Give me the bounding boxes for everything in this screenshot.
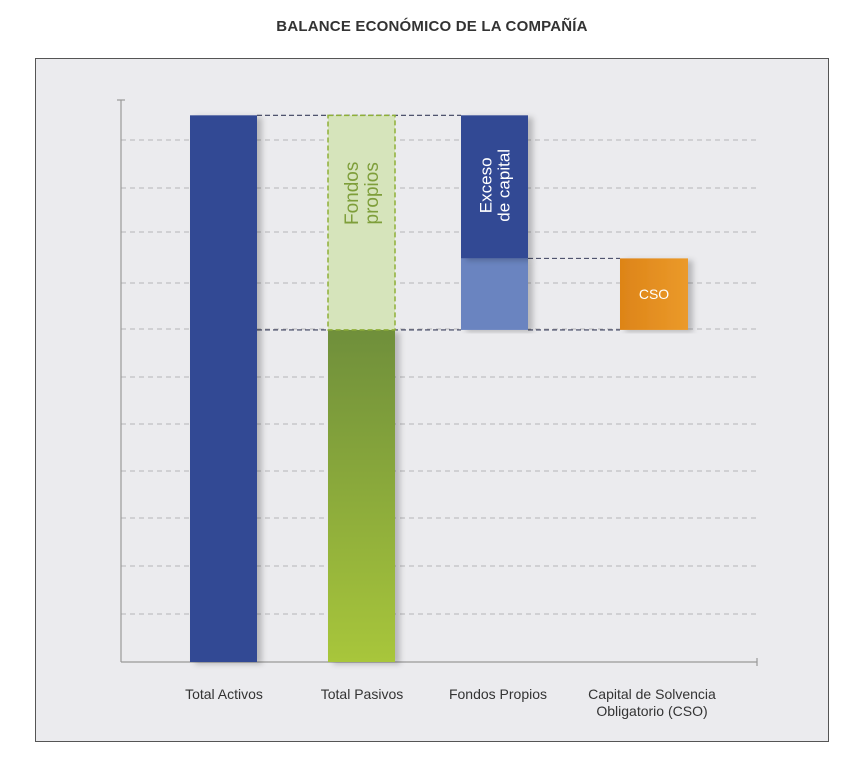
- bar-fondos-propios-segment-1: [461, 115, 528, 259]
- bar-total-pasivos-segment-1: [327, 114, 396, 331]
- gridlines: [121, 139, 757, 615]
- category-label-fondos-propios: Fondos Propios: [448, 686, 548, 702]
- segment-labels: Fondospropios Excesode capital CSO: [342, 149, 669, 302]
- segment-label-exceso-de-capital: Excesode capital: [477, 149, 514, 222]
- category-label-total-pasivos: Total Pasivos: [320, 686, 404, 702]
- chart-panel: [35, 58, 829, 742]
- bar-total-activos-segment-0: [190, 115, 257, 662]
- bar-capital-de-solvencia-obligatorio-cso-segment-0: [620, 258, 688, 330]
- category-label-total-activos: Total Activos: [185, 686, 263, 702]
- category-label-cso: Capital de Solvencia Obligatorio (CSO): [588, 686, 716, 719]
- bar-fondos-propios-segment-0: [461, 258, 528, 330]
- bar-total-pasivos-segment-0: [328, 329, 395, 662]
- chart-title: BALANCE ECONÓMICO DE LA COMPAÑÍA: [276, 18, 588, 35]
- segment-label-fondos-propios: Fondospropios: [342, 162, 383, 225]
- connector-lines: [257, 114, 620, 331]
- bars: [190, 114, 688, 662]
- segment-label-cso: CSO: [639, 286, 669, 302]
